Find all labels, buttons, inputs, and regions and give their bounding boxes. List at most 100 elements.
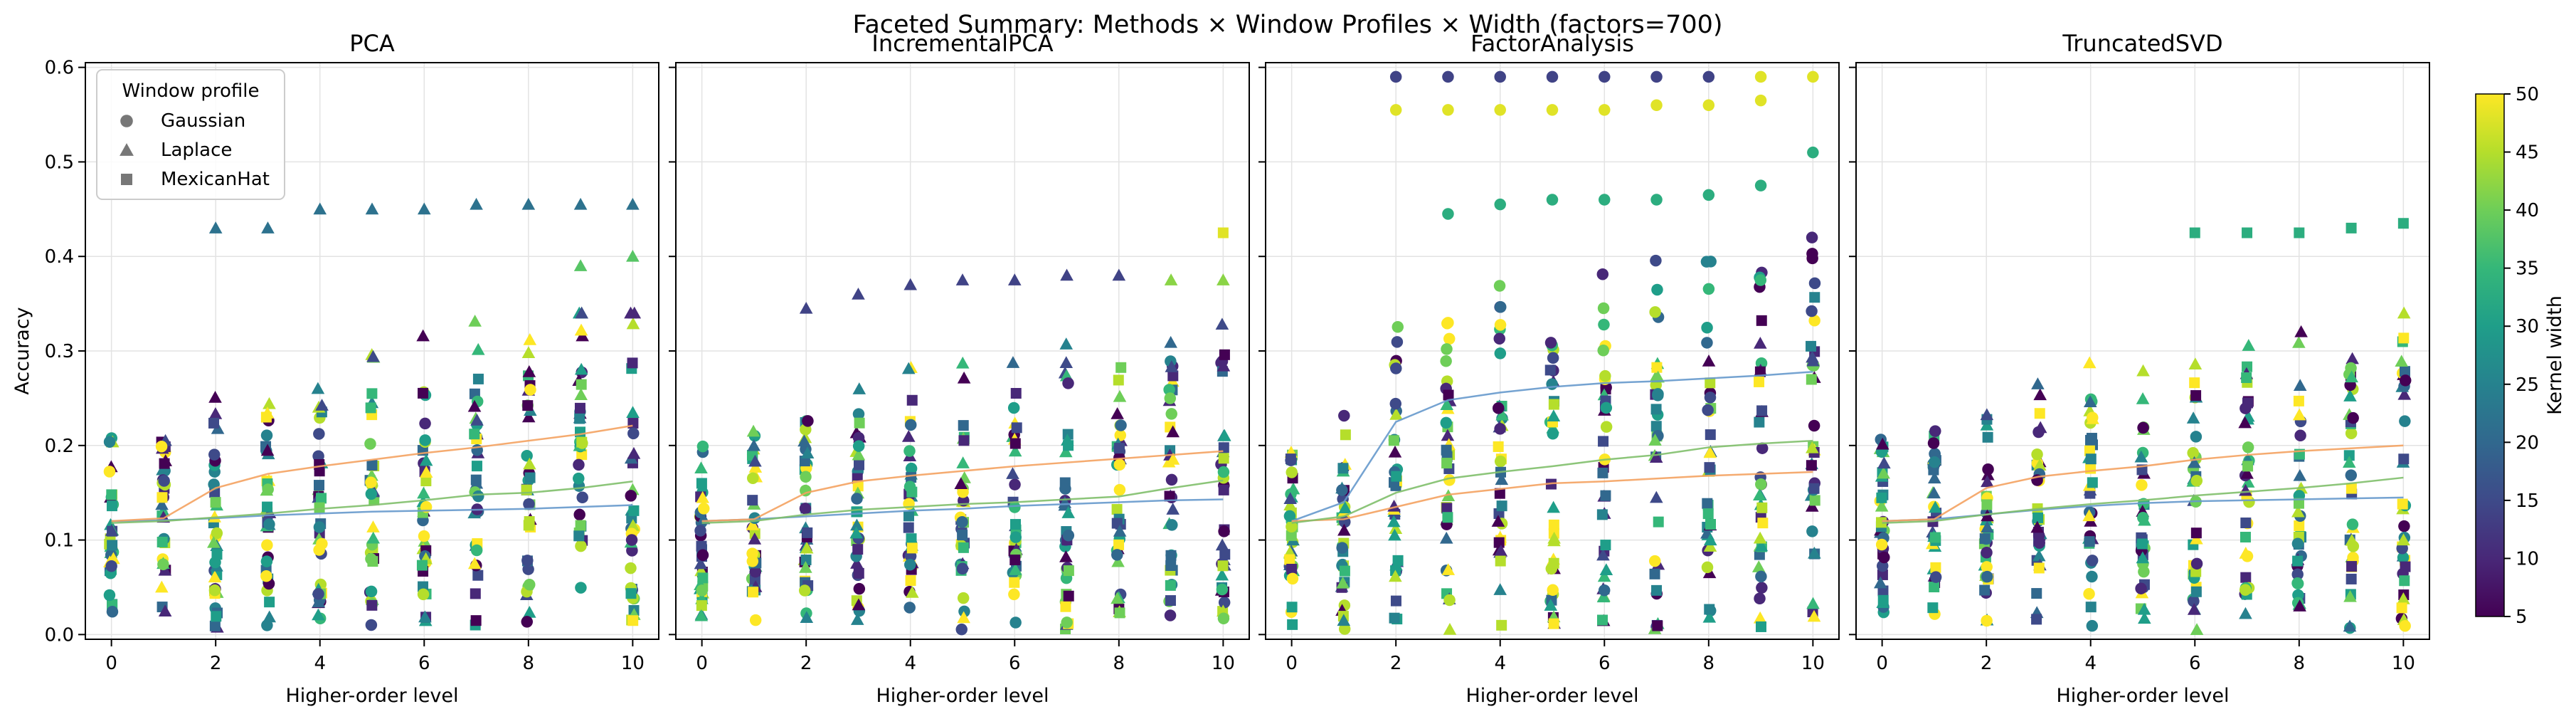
x-axis-label: Higher-order level	[1465, 685, 1638, 707]
data-point-laplace	[574, 323, 588, 336]
data-point-mexicanhat	[2346, 573, 2357, 584]
data-point-laplace	[2134, 450, 2148, 463]
data-point-laplace	[1439, 531, 1453, 544]
outlier-point-laplace	[1007, 273, 1022, 285]
data-point-gaussian	[1547, 352, 1559, 364]
data-point-mexicanhat	[1704, 462, 1715, 473]
data-point-gaussian	[1218, 596, 1231, 609]
legend-label: Laplace	[161, 140, 232, 161]
data-point-mexicanhat	[2399, 575, 2410, 587]
data-point-laplace	[1165, 360, 1179, 372]
data-point-laplace	[901, 429, 916, 442]
data-point-gaussian	[1597, 302, 1610, 315]
colorbar-tick-label: 30	[2516, 316, 2539, 337]
data-point-mexicanhat	[1218, 442, 1229, 453]
data-point-laplace	[2136, 551, 2150, 564]
data-point-laplace	[418, 610, 432, 623]
data-point-laplace	[1754, 337, 1767, 349]
data-point-mexicanhat	[1388, 435, 1399, 446]
data-point-mexicanhat	[2398, 332, 2410, 344]
data-point-mexicanhat	[1597, 467, 1608, 478]
outlier-point-gaussian	[1494, 70, 1506, 83]
data-point-gaussian	[1286, 572, 1299, 585]
data-point-laplace	[1495, 408, 1509, 421]
trend-line-laplace	[701, 450, 1224, 523]
data-point-gaussian	[1059, 483, 1071, 495]
data-point-gaussian	[1495, 301, 1507, 313]
data-point-laplace	[2292, 408, 2306, 421]
data-point-mexicanhat	[366, 460, 378, 471]
data-point-mexicanhat	[1597, 614, 1608, 626]
data-point-gaussian	[1217, 466, 1230, 478]
data-point-laplace	[799, 561, 812, 573]
data-point-mexicanhat	[2397, 498, 2408, 510]
data-point-gaussian	[1494, 423, 1506, 435]
outlier-point-gaussian	[1546, 194, 1559, 206]
data-point-gaussian	[853, 582, 866, 595]
x-tick-label: 2	[1981, 653, 1993, 674]
data-point-mexicanhat	[1063, 440, 1074, 451]
outlier-point-laplace	[1164, 273, 1178, 285]
data-point-gaussian	[2399, 374, 2412, 387]
data-point-laplace	[1006, 356, 1020, 368]
data-point-laplace	[2188, 357, 2203, 369]
x-axis-label: Higher-order level	[285, 685, 458, 707]
trend-line-mexicanhat	[1882, 476, 2404, 524]
data-point-laplace	[208, 570, 222, 583]
data-point-laplace	[1166, 503, 1180, 515]
data-point-laplace	[1337, 523, 1351, 536]
data-point-mexicanhat	[2242, 361, 2253, 372]
data-point-laplace	[1875, 437, 1889, 450]
data-point-laplace	[470, 476, 484, 489]
data-point-laplace	[419, 453, 433, 466]
outlier-point-gaussian	[1546, 70, 1559, 83]
data-point-gaussian	[1929, 456, 1941, 468]
data-point-mexicanhat	[1167, 370, 1179, 382]
data-point-laplace	[1494, 544, 1508, 557]
data-point-gaussian	[2399, 415, 2411, 427]
data-point-mexicanhat	[852, 544, 864, 555]
data-point-mexicanhat	[210, 497, 221, 508]
data-point-gaussian	[1547, 584, 1559, 597]
data-point-gaussian	[1440, 416, 1453, 429]
data-point-gaussian	[2239, 584, 2252, 596]
data-point-laplace	[2294, 325, 2308, 337]
data-point-mexicanhat	[2190, 586, 2202, 597]
data-point-laplace	[2291, 505, 2305, 518]
data-point-mexicanhat	[1756, 315, 1767, 326]
data-point-laplace	[2190, 623, 2204, 635]
data-point-mexicanhat	[1165, 550, 1177, 561]
data-point-mexicanhat	[211, 611, 222, 622]
x-tick-label: 0	[1876, 653, 1888, 674]
data-point-laplace	[849, 526, 863, 539]
data-point-gaussian	[1165, 408, 1177, 420]
data-point-mexicanhat	[697, 572, 709, 584]
x-tick-label: 4	[314, 653, 326, 674]
data-point-gaussian	[1336, 484, 1348, 496]
data-point-gaussian	[625, 534, 638, 546]
data-point-gaussian	[1218, 525, 1230, 537]
data-point-mexicanhat	[957, 530, 968, 541]
data-point-laplace	[800, 446, 815, 459]
data-point-gaussian	[2135, 582, 2147, 594]
data-point-mexicanhat	[1877, 594, 1889, 606]
data-point-laplace	[1648, 434, 1662, 446]
colorbar-tick-label: 40	[2516, 200, 2539, 221]
data-point-gaussian	[2187, 446, 2199, 459]
data-point-laplace	[1006, 467, 1019, 479]
data-point-mexicanhat	[1808, 483, 1820, 494]
data-point-laplace	[2138, 612, 2151, 624]
data-point-mexicanhat	[314, 502, 325, 513]
data-point-gaussian	[261, 539, 273, 551]
data-point-laplace	[471, 342, 485, 355]
data-point-laplace	[208, 391, 222, 403]
data-point-mexicanhat	[1496, 500, 1507, 512]
data-point-mexicanhat	[1339, 565, 1350, 577]
data-point-laplace	[1927, 486, 1941, 499]
outlier-point-gaussian	[1389, 70, 1402, 83]
data-point-laplace	[1217, 359, 1231, 372]
data-point-laplace	[2241, 476, 2255, 488]
data-point-mexicanhat	[366, 599, 378, 611]
data-point-gaussian	[208, 448, 221, 461]
data-point-laplace	[1059, 445, 1073, 458]
